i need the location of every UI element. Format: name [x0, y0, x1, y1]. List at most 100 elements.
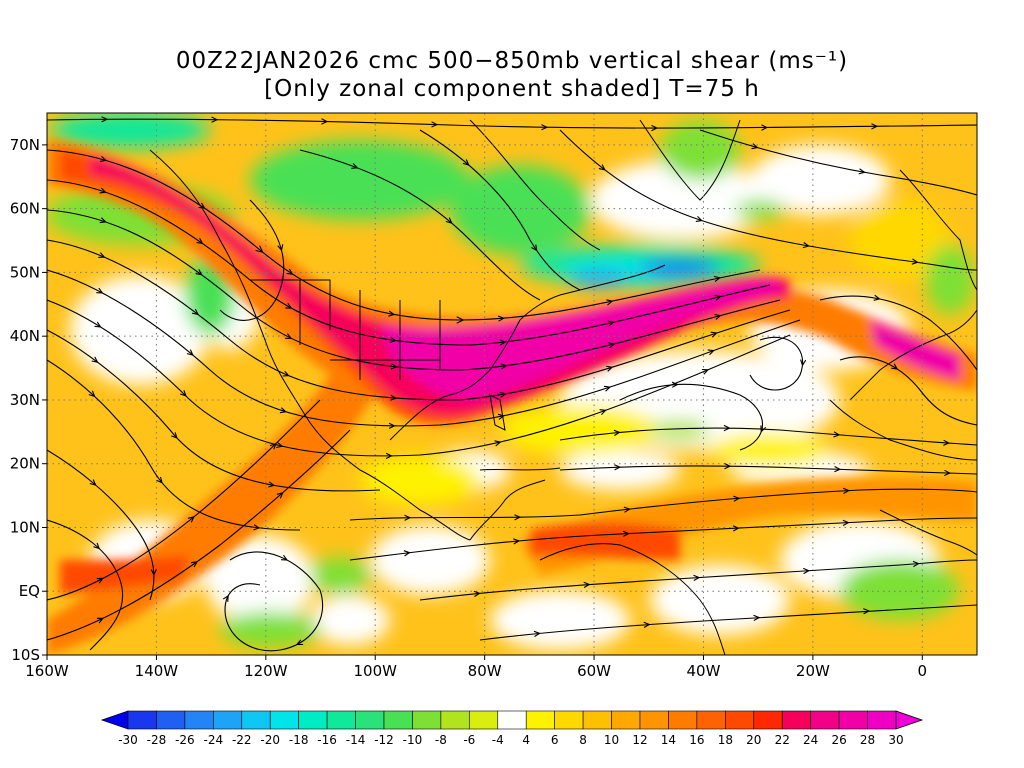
lon-tick-label: 160W [25, 662, 69, 680]
streamline-arrowhead [156, 476, 163, 484]
colorbar-box [867, 710, 897, 730]
streamline-arrowhead [598, 164, 606, 171]
lat-tick-label: 10S [11, 646, 40, 664]
streamline-arrowhead [211, 116, 219, 123]
streamline-arrowhead [351, 163, 359, 169]
streamline-arrowhead [943, 439, 951, 446]
colorbar-label: -30 [118, 733, 138, 747]
streamline-arrowhead [404, 514, 412, 521]
streamline-arrowhead [800, 359, 807, 367]
colorbar-box [696, 710, 726, 730]
streamline-arrowhead [280, 554, 289, 561]
lon-tick-label: 120W [244, 662, 288, 680]
streamline-arrowhead [89, 479, 97, 486]
colorbar-label: 20 [746, 733, 761, 747]
colorbar-box [497, 710, 527, 730]
lat-tick-label: 70N [10, 136, 40, 154]
colorbar-label: 22 [775, 733, 790, 747]
streamline-arrowhead [858, 168, 866, 175]
streamline-arrowhead [606, 299, 614, 306]
streamline-arrowhead [873, 294, 881, 301]
streamline-arrowhead [714, 313, 722, 320]
streamline-arrowhead [606, 365, 614, 372]
colorbar-box [383, 710, 413, 730]
streamline-arrowhead [385, 452, 393, 459]
streamline-arrowhead [431, 121, 439, 128]
streamline-arrowhead [723, 424, 731, 432]
longitude-tick-labels: 160W 140W 120W 100W 80W 60W 40W 20W 0 [25, 655, 927, 680]
streamline-arrowhead [191, 308, 199, 316]
streamline-arrowhead [295, 639, 303, 646]
colorbar-box [440, 710, 470, 730]
colorbar-box [639, 710, 669, 730]
streamline-arrowhead [732, 525, 740, 532]
streamline-arrowhead [96, 617, 105, 624]
shear-shading [47, 113, 977, 655]
streamline-arrowhead [500, 363, 508, 370]
streamline-arrowhead [388, 422, 396, 429]
streamline-arrowhead [195, 269, 203, 276]
colorbar-box [184, 710, 214, 730]
colorbar-labels: -30 -28 -26 -24 -22 -20 -18 -16 -14 -12 -10 -8 -6 -4 4… [118, 733, 903, 747]
streamline-arrowhead [834, 466, 842, 473]
colorbar-label: -20 [260, 733, 280, 747]
streamline-arrowhead [96, 577, 104, 584]
streamline-arrowhead [268, 481, 276, 488]
coastlines [149, 119, 977, 655]
lat-tick-label: 60N [10, 200, 40, 218]
streamline-arrowhead [497, 413, 506, 420]
lat-lon-grid [47, 113, 977, 655]
streamline-arrowhead [707, 349, 715, 356]
streamline-arrowhead [713, 275, 722, 282]
streamline-arrowhead [531, 244, 538, 252]
colorbar-box [213, 710, 243, 730]
streamline-arrowhead [191, 560, 199, 568]
streamline-arrowhead [98, 252, 106, 258]
streamline-arrowhead [724, 463, 732, 470]
colorbar-label: 12 [632, 733, 647, 747]
colorbar-label: -28 [147, 733, 167, 747]
streamline-arrowhead [187, 516, 195, 523]
streamline-arrowhead [96, 287, 104, 294]
streamline-arrowhead [802, 242, 810, 249]
streamline-arrowhead [842, 519, 850, 526]
colorbar-label: 26 [831, 733, 846, 747]
streamline-arrowhead [603, 385, 612, 392]
streamline-arrowhead [462, 159, 470, 166]
streamline-arrowhead [91, 356, 99, 363]
streamline-arrowhead [390, 394, 398, 401]
streamline-arrowhead [871, 123, 879, 130]
colorbar-label: 30 [888, 733, 903, 747]
streamline-arrowhead [607, 320, 615, 327]
streamline-arrowhead [196, 237, 204, 245]
streamline-arrowhead [514, 514, 522, 521]
colorbar-label: 4 [522, 733, 530, 747]
streamline-arrows [88, 116, 952, 646]
lon-tick-label: 80W [468, 662, 502, 680]
streamline-arrowhead [388, 310, 396, 317]
streamline-arrowhead [760, 425, 767, 433]
streamline-arrowhead [613, 429, 621, 436]
colorbar-label: 18 [718, 733, 733, 747]
colorbar-label: -22 [232, 733, 252, 747]
colorbar-label: -26 [175, 733, 195, 747]
streamline-arrowhead [222, 594, 229, 602]
streamline-arrowhead [445, 217, 453, 224]
colorbar-min-triangle [100, 710, 129, 730]
colorbar-box [127, 710, 157, 730]
colorbar-label: -16 [317, 733, 337, 747]
streamlines [47, 118, 977, 652]
colorbar-label: 16 [689, 733, 704, 747]
streamline-arrowhead [599, 409, 607, 415]
colorbar-label: -4 [492, 733, 504, 747]
streamline-arrowhead [99, 217, 107, 224]
lon-tick-label: 20W [796, 662, 830, 680]
streamline-arrowhead [198, 202, 206, 209]
colorbar-label: -14 [346, 733, 366, 747]
lon-tick-label: 40W [687, 662, 721, 680]
streamline-arrowhead [533, 630, 541, 637]
colorbar-box [725, 710, 755, 730]
colorbar-box [355, 710, 385, 730]
streamline-arrowhead [513, 538, 521, 545]
